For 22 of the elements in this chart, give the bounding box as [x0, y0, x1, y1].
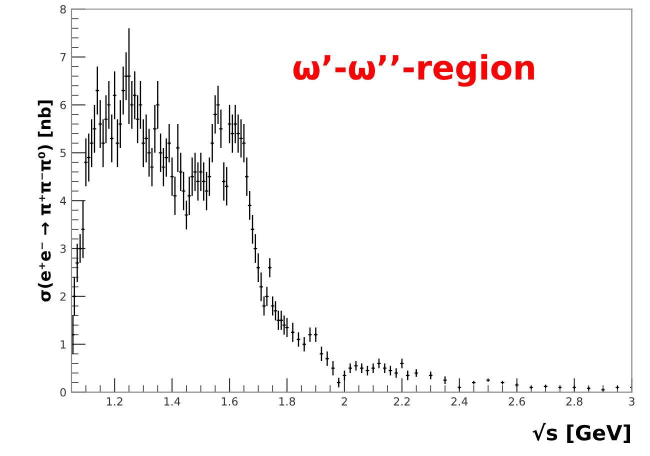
x-tick-label: 2.6 [508, 397, 526, 406]
x-axis-title: √s [GeV] [532, 422, 630, 444]
y-tick-label: 3 [60, 244, 66, 253]
x-tick-label: 2.2 [394, 397, 410, 406]
y-axis-title: σ(e⁺e⁻ → π⁺π⁻π⁰) [nb] [38, 100, 53, 302]
y-tick-label: 2 [60, 292, 66, 301]
x-tick-label: 1.2 [106, 397, 122, 406]
x-tick-label: 1.8 [279, 397, 296, 406]
y-tick-label: 7 [60, 53, 66, 62]
x-tick-label: 1.6 [222, 397, 238, 406]
x-tick-label: 2.4 [451, 397, 468, 406]
y-tick-label: 8 [60, 5, 66, 14]
x-tick-label: 1.4 [164, 397, 180, 406]
y-tick-label: 5 [60, 148, 66, 158]
x-tick-label: 3 [629, 397, 634, 406]
y-tick-label: 0 [60, 388, 66, 397]
y-tick-label: 6 [60, 100, 66, 110]
y-tick-label: 4 [60, 196, 66, 205]
annotation: ω’-ω’’-region [293, 54, 534, 87]
y-tick-label: 1 [60, 340, 66, 348]
x-tick-label: 2 [342, 397, 347, 406]
x-tick-label: 2.8 [566, 397, 582, 406]
